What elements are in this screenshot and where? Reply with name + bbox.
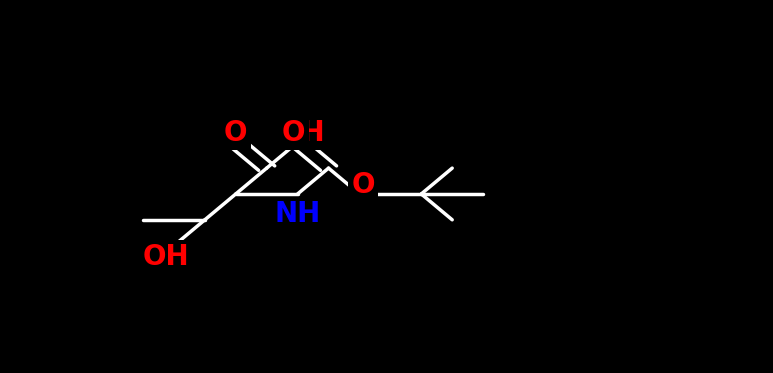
Text: OH: OH: [143, 243, 189, 271]
Text: NH: NH: [274, 200, 321, 229]
Text: O: O: [352, 170, 375, 199]
Text: O: O: [282, 119, 305, 147]
Text: OH: OH: [278, 119, 325, 147]
Text: O: O: [224, 119, 247, 147]
